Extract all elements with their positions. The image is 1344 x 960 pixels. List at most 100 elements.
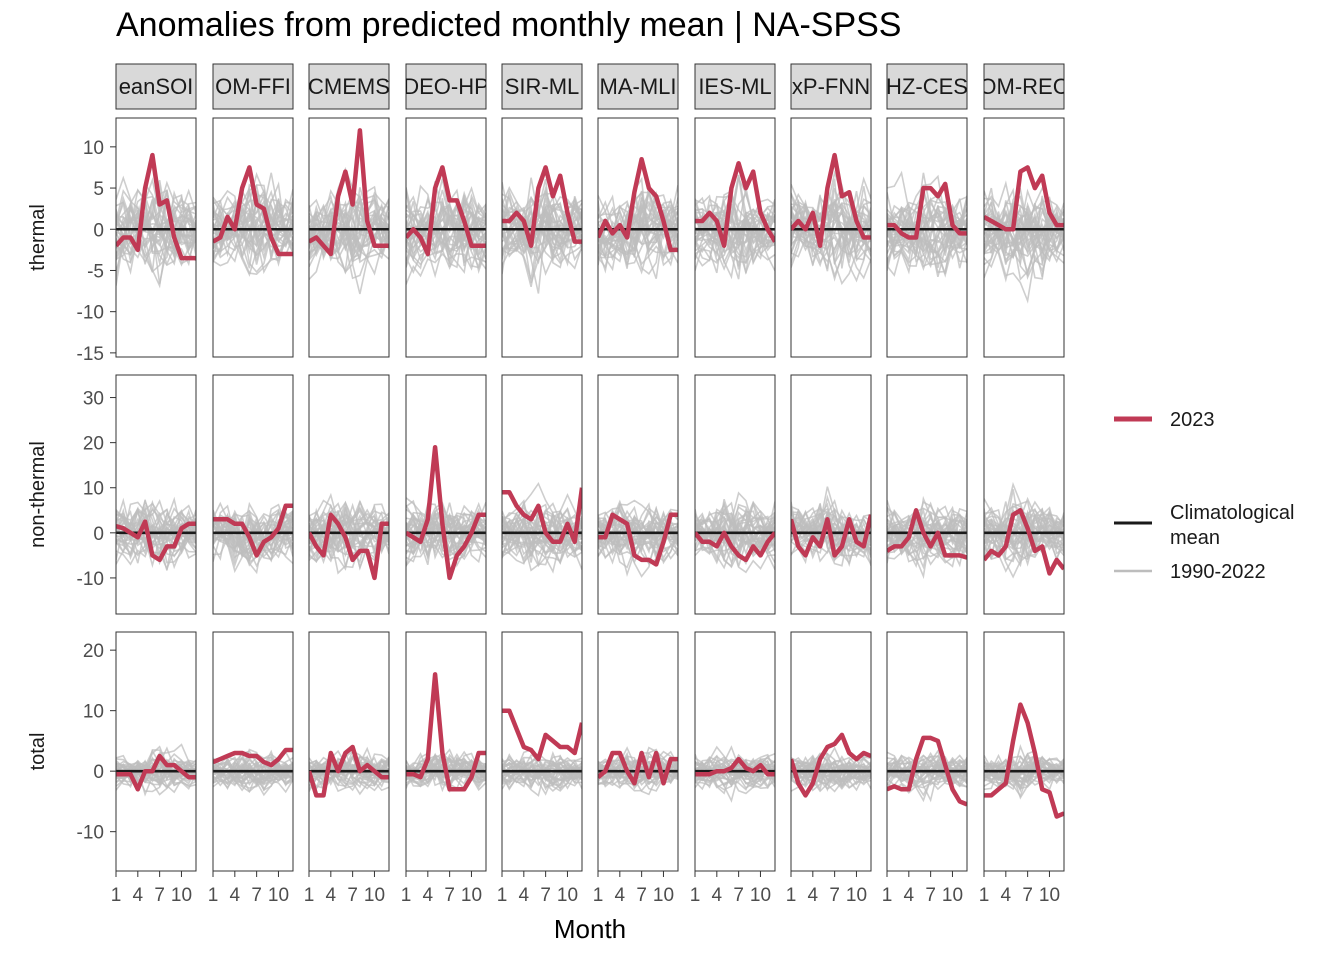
- x-tick-label: 4: [808, 885, 819, 906]
- series-2023-line: [984, 165, 1064, 232]
- x-tick-label: 4: [326, 885, 337, 906]
- facet-column-label: OM-REC: [979, 74, 1068, 99]
- panel: [886, 374, 968, 615]
- panel-border: [501, 374, 583, 615]
- panel-background: [791, 632, 871, 871]
- series-2023-line: [116, 152, 196, 261]
- y-tick-label: 10: [83, 702, 104, 723]
- facet-column-label: SIR-ML: [505, 74, 580, 99]
- history-year-line: [213, 765, 293, 797]
- panel: [212, 631, 294, 872]
- panel: [501, 374, 583, 615]
- facet-strip-background: [886, 63, 968, 110]
- x-tick-label: 4: [1001, 885, 1012, 906]
- panel-background: [116, 375, 196, 614]
- row-label-non-thermal: non-thermal: [27, 441, 49, 548]
- x-tick-label: 4: [904, 885, 915, 906]
- history-year-line: [598, 204, 678, 264]
- history-year-line: [116, 760, 196, 788]
- history-year-line: [406, 217, 486, 271]
- x-tick-label: 10: [942, 885, 963, 906]
- y-tick-label: 10: [83, 138, 104, 159]
- series-2023-line: [309, 128, 389, 257]
- panel-border: [405, 374, 487, 615]
- history-year-line: [406, 513, 486, 567]
- panel: [790, 631, 872, 872]
- series-2023-line: [502, 708, 582, 762]
- y-tick-label: 10: [83, 479, 104, 500]
- panel: [405, 374, 487, 615]
- panel-background: [887, 375, 967, 614]
- panel-border: [694, 631, 776, 872]
- history-year-line: [887, 201, 967, 251]
- x-tick-label: 10: [461, 885, 482, 906]
- panel-border: [501, 631, 583, 872]
- history-year-line: [887, 500, 967, 555]
- series-2023-line: [984, 508, 1064, 576]
- panel-border: [790, 374, 872, 615]
- x-tick-label: 10: [846, 885, 867, 906]
- panel-background: [406, 632, 486, 871]
- panel-background: [213, 375, 293, 614]
- panel-border: [212, 374, 294, 615]
- panel-border: [886, 631, 968, 872]
- history-year-line: [502, 202, 582, 262]
- history-year-line: [502, 515, 582, 561]
- panel: [212, 117, 294, 358]
- history-year-line: [695, 213, 775, 264]
- panel: [886, 631, 968, 872]
- x-tick-label: 7: [444, 885, 455, 906]
- y-tick-label: -10: [77, 823, 104, 844]
- panel-border: [212, 117, 294, 358]
- facet-strip: IES-ML: [694, 63, 776, 110]
- history-year-line: [791, 765, 871, 784]
- x-tick-label: 10: [171, 885, 192, 906]
- history-year-line: [984, 508, 1064, 561]
- history-year-line: [213, 204, 293, 265]
- series-2023-line: [791, 152, 871, 248]
- facet-column-label: eanSOI: [119, 74, 194, 99]
- y-tick-label: 0: [93, 524, 104, 545]
- y-tick-label: -10: [77, 569, 104, 590]
- series-2023-line: [406, 672, 486, 792]
- panel: [308, 117, 390, 358]
- history-year-line: [887, 195, 967, 277]
- history-year-line: [791, 508, 871, 544]
- panel-border: [790, 631, 872, 872]
- x-tick-label: 1: [111, 885, 122, 906]
- panel-border: [597, 117, 679, 358]
- panel: [790, 117, 872, 358]
- history-year-line: [309, 514, 389, 553]
- history-year-line: [984, 756, 1064, 786]
- x-tick-label: 7: [733, 885, 744, 906]
- panel-background: [887, 632, 967, 871]
- y-tick-label: 30: [83, 389, 104, 410]
- panel: [308, 374, 390, 615]
- x-tick-label: 4: [712, 885, 723, 906]
- history-year-line: [116, 506, 196, 554]
- history-year-line: [984, 769, 1064, 782]
- x-tick-label: 10: [364, 885, 385, 906]
- series-2023-line: [406, 165, 486, 257]
- history-year-line: [598, 202, 678, 272]
- history-year-line: [406, 501, 486, 554]
- history-year-line: [309, 762, 389, 796]
- panel: [115, 117, 197, 358]
- series-2023-line: [213, 165, 293, 257]
- facet-strip: DEO-HP: [405, 63, 487, 110]
- series-2023-line: [309, 744, 389, 798]
- facet-strip: MA-MLI: [597, 63, 679, 110]
- y-tick-label: 5: [93, 179, 104, 200]
- panel: [694, 117, 776, 358]
- x-tick-label: 1: [497, 885, 508, 906]
- history-year-line: [406, 504, 486, 566]
- facet-strip: OM-FFI: [212, 63, 294, 110]
- panel-border: [694, 374, 776, 615]
- panel: [790, 374, 872, 615]
- history-year-line: [695, 518, 775, 547]
- history-year-line: [887, 758, 967, 787]
- history-year-line: [406, 190, 486, 279]
- panel-background: [791, 375, 871, 614]
- history-year-line: [213, 201, 293, 257]
- history-year-line: [887, 212, 967, 264]
